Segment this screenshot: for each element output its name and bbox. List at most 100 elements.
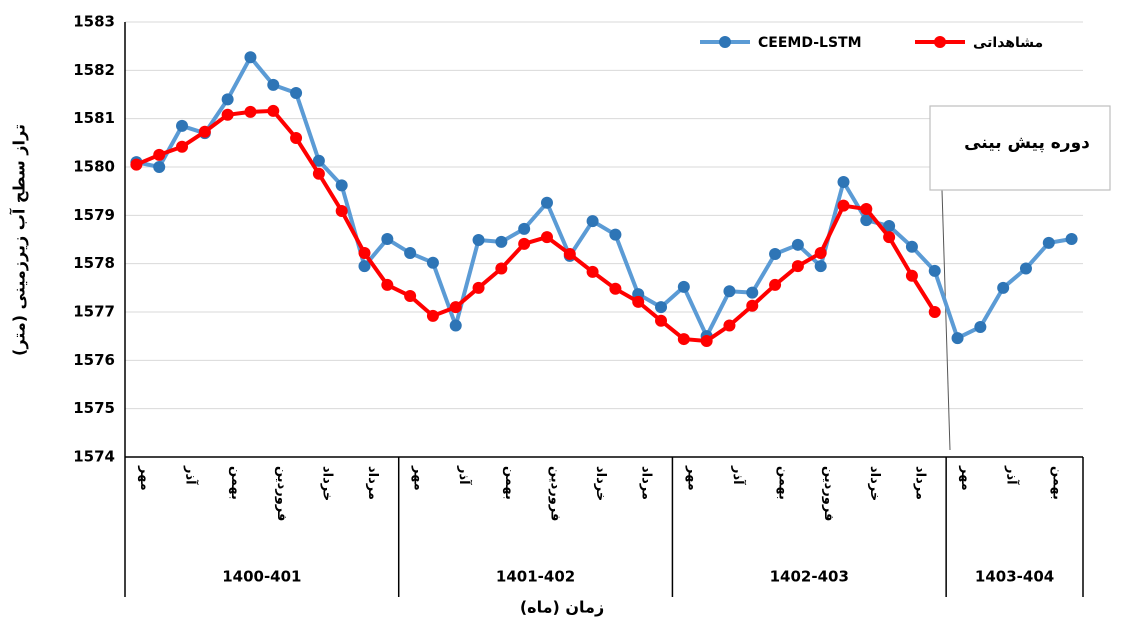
data-point xyxy=(472,281,485,294)
legend-label: CEEMD-LSTM xyxy=(758,35,862,51)
x-tick-label: فروردین xyxy=(274,466,289,521)
data-point xyxy=(404,290,417,303)
data-point xyxy=(381,233,394,246)
y-tick-label: 1575 xyxy=(73,399,115,417)
x-tick-label: فروردین xyxy=(547,466,562,521)
data-point xyxy=(723,285,736,298)
data-point xyxy=(746,286,759,299)
data-point xyxy=(883,231,896,244)
data-point xyxy=(700,335,713,347)
group-label: 1402-403 xyxy=(770,568,849,586)
y-tick-label: 1579 xyxy=(73,206,115,224)
data-point xyxy=(997,281,1010,294)
x-tick-label: آذر xyxy=(456,465,473,485)
legend-label: مشاهداتی xyxy=(973,35,1043,51)
x-tick-label: مهر xyxy=(411,465,426,491)
x-tick-label: مهر xyxy=(684,465,699,491)
data-point xyxy=(221,93,234,106)
data-point xyxy=(837,175,850,188)
data-point xyxy=(974,320,987,333)
x-tick-label: خرداد xyxy=(319,466,334,501)
x-tick-label: آذر xyxy=(730,465,747,485)
data-point xyxy=(609,282,622,295)
data-point xyxy=(267,104,280,117)
group-label: 1403-404 xyxy=(975,568,1054,586)
data-point xyxy=(518,237,531,250)
data-point xyxy=(381,278,394,291)
y-tick-label: 1581 xyxy=(73,109,115,127)
series-line xyxy=(135,108,937,343)
data-point xyxy=(221,108,234,121)
data-point xyxy=(426,256,439,269)
data-point xyxy=(540,231,553,244)
data-point xyxy=(176,140,189,153)
data-point xyxy=(540,196,553,209)
data-point xyxy=(860,214,873,227)
data-point xyxy=(883,219,896,232)
data-point xyxy=(951,332,964,345)
data-point xyxy=(244,51,257,64)
data-point xyxy=(290,87,303,100)
y-tick-label: 1574 xyxy=(73,448,115,466)
annotation-text: دوره پیش بینی xyxy=(964,133,1090,153)
data-point xyxy=(518,222,531,235)
series-line xyxy=(135,55,1072,341)
data-point xyxy=(655,314,668,327)
data-point xyxy=(495,262,508,275)
data-point xyxy=(791,260,804,273)
data-point xyxy=(609,228,622,241)
data-point xyxy=(746,299,759,312)
y-tick-label: 1578 xyxy=(73,254,115,272)
x-tick-label: بهمن xyxy=(776,466,791,500)
data-point xyxy=(335,179,348,192)
data-point xyxy=(769,248,782,260)
data-point xyxy=(130,158,143,171)
data-point xyxy=(632,295,645,308)
data-point xyxy=(769,278,782,291)
data-point xyxy=(449,319,462,332)
data-point xyxy=(586,215,599,228)
data-point xyxy=(723,319,736,332)
data-point xyxy=(655,301,668,314)
data-point xyxy=(905,269,918,282)
x-tick-label: آذر xyxy=(1004,465,1021,485)
x-tick-label: مرداد xyxy=(639,466,654,500)
y-tick-label: 1577 xyxy=(73,303,115,321)
data-point xyxy=(312,154,325,167)
data-point xyxy=(335,204,348,217)
data-point xyxy=(928,306,941,318)
data-point xyxy=(860,203,873,216)
x-tick-label: بهمن xyxy=(1049,466,1064,500)
annotation-box xyxy=(929,105,1111,191)
data-point xyxy=(198,125,211,138)
y-tick-label: 1582 xyxy=(73,61,115,79)
data-point xyxy=(1042,236,1055,249)
group-label: 1400-401 xyxy=(222,568,301,586)
data-point xyxy=(905,240,918,253)
data-point xyxy=(449,301,462,314)
x-tick-label: فروردین xyxy=(821,466,836,521)
x-tick-label: خرداد xyxy=(593,466,608,501)
y-axis-title: تراز سطح آب زیرزمینی (متر) xyxy=(9,124,29,356)
x-tick-label: مرداد xyxy=(365,466,380,500)
data-point xyxy=(153,148,166,161)
group-label: 1401-402 xyxy=(496,568,575,586)
data-point xyxy=(176,119,189,132)
x-tick-label: مرداد xyxy=(912,466,927,500)
y-tick-label: 1583 xyxy=(73,13,115,31)
x-axis-title: زمان (ماه) xyxy=(520,598,604,617)
x-tick-label: آذر xyxy=(183,465,200,485)
data-point xyxy=(267,78,280,91)
data-point xyxy=(495,235,508,248)
data-point xyxy=(426,309,439,322)
x-tick-label: بهمن xyxy=(228,466,243,500)
data-point xyxy=(814,260,827,273)
x-tick-label: بهمن xyxy=(502,466,517,500)
x-tick-label: مهر xyxy=(137,465,152,491)
legend-marker xyxy=(719,36,731,48)
data-point xyxy=(358,247,371,260)
y-tick-label: 1580 xyxy=(73,158,115,176)
data-point xyxy=(563,248,576,260)
annotation-leader xyxy=(941,189,951,451)
